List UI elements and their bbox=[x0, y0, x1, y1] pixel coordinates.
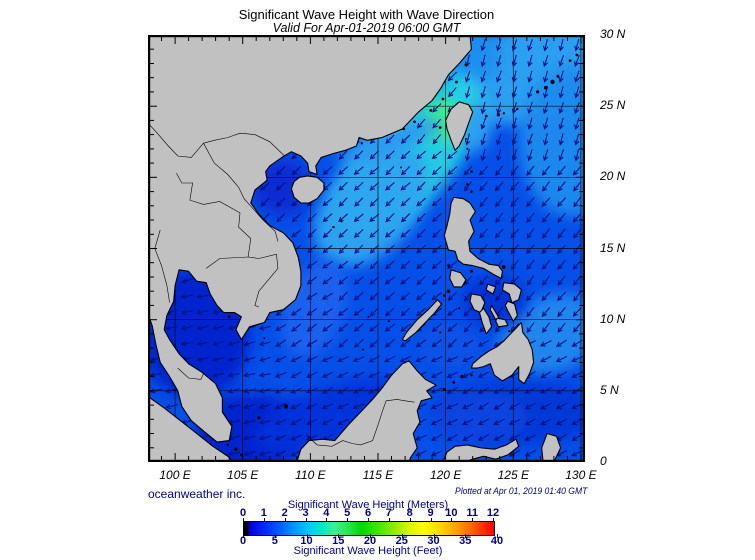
lat-tick-label: 10 N bbox=[600, 311, 626, 326]
meters-tick-label: 1 bbox=[260, 507, 267, 519]
meters-tick-label: 10 bbox=[445, 507, 458, 519]
lon-tick-label: 115 E bbox=[362, 468, 394, 482]
credit-text: oceanweather inc. bbox=[148, 487, 246, 501]
feet-tickmark bbox=[401, 534, 403, 538]
meters-tickmark bbox=[347, 518, 349, 522]
feet-tick-label: 20 bbox=[363, 535, 377, 547]
meters-tick-label: 11 bbox=[466, 507, 478, 519]
meters-tickmark bbox=[263, 518, 265, 522]
lat-tick-label: 20 N bbox=[600, 169, 626, 184]
lat-tick-label: 30 N bbox=[600, 27, 626, 41]
meters-tickmark bbox=[493, 518, 494, 522]
feet-tick-label: 5 bbox=[271, 535, 278, 547]
feet-tickmark bbox=[243, 534, 244, 538]
meters-tick-label: 4 bbox=[323, 507, 330, 519]
lon-tick-label: 100 E bbox=[159, 468, 191, 482]
feet-tick-label: 25 bbox=[395, 535, 408, 547]
meters-tick-label: 6 bbox=[364, 507, 372, 519]
meters-tick-label: 0 bbox=[239, 507, 247, 519]
meters-tickmark bbox=[388, 518, 390, 522]
wave-map-canvas bbox=[147, 34, 586, 463]
feet-tickmark bbox=[338, 534, 340, 538]
feet-tickmark bbox=[433, 534, 435, 538]
lat-tick-label: 15 N bbox=[600, 240, 626, 255]
meters-tickmark bbox=[472, 518, 474, 522]
plotted-at-text: Plotted at Apr 01, 2019 01:40 GMT bbox=[455, 486, 588, 496]
meters-tick-label: 2 bbox=[281, 507, 288, 519]
lon-tick-label: 120 E bbox=[429, 468, 462, 482]
meters-tickmark bbox=[409, 518, 411, 522]
feet-tick-label: 30 bbox=[427, 535, 440, 547]
meters-tickmark bbox=[430, 518, 432, 522]
feet-tick-label: 35 bbox=[459, 535, 472, 547]
meters-tickmark bbox=[451, 518, 453, 522]
lon-tick-label: 125 E bbox=[497, 468, 529, 482]
lat-tick-label: 25 N bbox=[600, 98, 626, 113]
meters-tickmark bbox=[326, 518, 328, 522]
feet-tick-label: 15 bbox=[332, 535, 345, 547]
lon-tick-label: 105 E bbox=[227, 468, 259, 482]
meters-tickmark bbox=[243, 518, 244, 522]
meters-tickmark bbox=[368, 518, 369, 522]
lat-tick-label: 5 N bbox=[600, 382, 619, 397]
meters-tick-label: 7 bbox=[385, 507, 392, 519]
wave-map bbox=[147, 34, 586, 463]
colorbar-feet-label: Significant Wave Height (Feet) bbox=[293, 545, 443, 557]
meters-tick-label: 9 bbox=[427, 507, 434, 519]
feet-tickmark bbox=[465, 534, 467, 538]
lon-tick-label: 130 E bbox=[565, 468, 597, 482]
feet-tickmark bbox=[306, 534, 308, 538]
feet-tick-label: 10 bbox=[300, 535, 313, 547]
feet-tickmark bbox=[497, 534, 498, 538]
colorbar-meters-label: Significant Wave Height (Meters) bbox=[287, 499, 449, 511]
feet-tickmark bbox=[274, 534, 276, 538]
meters-tick-label: 5 bbox=[344, 507, 351, 519]
feet-tick-label: 40 bbox=[490, 535, 504, 547]
valid-time-subtitle: Valid For Apr-01-2019 06:00 GMT bbox=[272, 21, 461, 35]
lon-tick-label: 110 E bbox=[295, 468, 326, 482]
lat-tick-label: 0 bbox=[600, 454, 607, 468]
meters-tickmark bbox=[305, 518, 307, 522]
feet-tickmark bbox=[370, 534, 371, 538]
page-title: Significant Wave Height with Wave Direct… bbox=[238, 7, 495, 22]
meters-tick-label: 3 bbox=[302, 507, 309, 519]
feet-tick-label: 0 bbox=[239, 535, 247, 547]
meters-tick-label: 12 bbox=[486, 507, 500, 519]
meters-tickmark bbox=[284, 518, 286, 522]
colorbar-gradient bbox=[243, 521, 495, 536]
meters-tick-label: 8 bbox=[406, 507, 413, 519]
